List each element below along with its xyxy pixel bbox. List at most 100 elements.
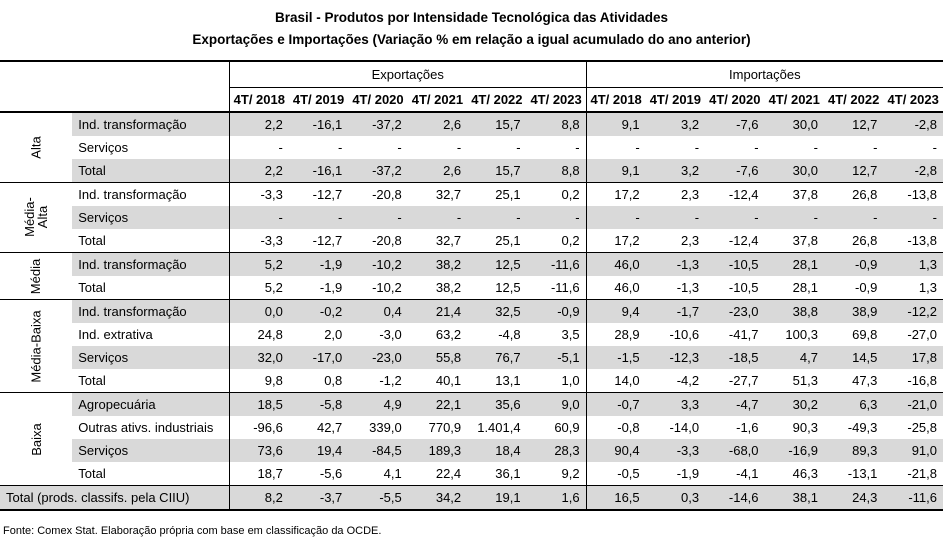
import-value-cell: -1,3 <box>676 280 700 295</box>
import-value-cell: -68,0 <box>705 439 765 462</box>
import-value-cell: 89,3 <box>823 439 884 462</box>
import-value-cell: -25,8 <box>907 420 937 435</box>
export-value-cell: -23,0 <box>348 346 408 369</box>
import-value-cell: - <box>585 136 646 159</box>
import-value-cell: -16,8 <box>907 373 937 388</box>
import-value-cell: 30,0 <box>764 159 824 183</box>
imports-header: Importações <box>585 60 943 88</box>
table-row: Ind. extrativa 24,8 2,0 -3,0 63,2 -4,8 3,5 28,9… <box>0 323 943 346</box>
import-value-cell: -12,4 <box>705 182 765 206</box>
export-value-cell: -11,6 <box>550 280 580 295</box>
year-header: 4T/ 2020 <box>705 87 765 113</box>
export-value-cell: 60,9 <box>554 420 580 435</box>
import-value-cell: -10,6 <box>669 327 700 342</box>
row-label: Total <box>78 466 106 481</box>
import-value-cell: 3,3 <box>645 392 706 416</box>
import-value-cell: -12,4 <box>728 233 759 248</box>
year-header: 4T/ 2018 <box>585 87 646 113</box>
import-value-cell: -1,3 <box>645 252 706 276</box>
year-header: 4T/ 2022 <box>823 87 884 113</box>
table-row: Baixa Agropecuária 18,5 -5,8 4,9 22,1 35,6 9,0-… <box>0 392 943 486</box>
row-label: Agropecuária <box>72 392 230 416</box>
import-value-cell: - <box>813 140 818 155</box>
import-value-cell: 1,3 <box>918 280 937 295</box>
table-row: Serviços - - - - - - - - - - - - <box>0 206 943 229</box>
export-value-cell: -3,0 <box>379 327 402 342</box>
export-value-cell: 38,2 <box>407 252 468 276</box>
import-value-cell: 14,5 <box>823 346 884 369</box>
import-value-cell: 0,3 <box>645 485 706 511</box>
group-label-text: Média-Alta <box>22 197 51 237</box>
import-value-cell: 91,0 <box>883 439 943 462</box>
export-value-cell: 2,2 <box>228 112 289 136</box>
export-value-cell: 63,2 <box>435 327 462 342</box>
export-value-cell: 1,6 <box>526 485 587 511</box>
import-value-cell: 17,2 <box>585 182 646 206</box>
group-label: Média-Baixa <box>0 299 73 393</box>
export-value-cell: -10,2 <box>348 252 408 276</box>
group-label: Média-Alta <box>0 182 73 253</box>
export-value-cell: 21,4 <box>407 299 468 323</box>
import-value-cell: 17,8 <box>883 346 943 369</box>
export-value-cell: -3,3 <box>228 229 289 253</box>
import-value-cell: - <box>764 206 824 229</box>
import-value-cell: 28,1 <box>792 280 818 295</box>
export-value-cell: 22,4 <box>435 466 462 481</box>
row-label: Serviços <box>72 206 230 229</box>
import-value-cell: - <box>694 140 700 155</box>
group-label: Média <box>0 252 73 300</box>
import-value-cell: 2,3 <box>681 233 700 248</box>
table-row: Média-Alta Ind. transformação -3,3 -12,7 -20… <box>0 182 943 253</box>
import-value-cell: - <box>932 140 937 155</box>
group-label-text: Média <box>28 258 44 294</box>
export-value-cell: -5,6 <box>319 466 343 481</box>
import-value-cell: 37,8 <box>792 233 818 248</box>
import-value-cell: 46,3 <box>792 466 818 481</box>
import-value-cell: -49,3 <box>847 420 878 435</box>
export-value-cell: -37,2 <box>348 112 408 136</box>
table-title: Brasil - Produtos por Intensidade Tecnol… <box>274 10 669 25</box>
export-value-cell: 0,2 <box>526 182 587 206</box>
export-value-cell: 9,2 <box>561 466 580 481</box>
import-value-cell: -21,0 <box>883 392 943 416</box>
table-row: Total -3,3 -12,7 -20,8 32,7 25,1 0,2 17,2 2,3 -12… <box>0 229 943 253</box>
export-value-cell: 35,6 <box>467 392 527 416</box>
table-row: Média-Baixa Ind. transformação 0,0 -0,2 0,4 2… <box>0 299 943 393</box>
import-value-cell: -2,8 <box>883 159 943 183</box>
row-label: Total <box>72 159 230 183</box>
export-value-cell: 38,2 <box>435 280 462 295</box>
year-header: 4T/ 2022 <box>467 87 527 113</box>
export-value-cell: - <box>526 206 587 229</box>
import-value-cell: 24,3 <box>823 485 884 511</box>
import-value-cell: -14,0 <box>669 420 700 435</box>
table-row: Serviços 32,0 -17,0 -23,0 55,8 76,7 -5,1 -1,5 -1… <box>0 346 943 369</box>
export-value-cell: -5,8 <box>288 392 349 416</box>
export-value-cell: -84,5 <box>348 439 408 462</box>
group-label: Alta <box>0 112 72 183</box>
export-value-cell: -3,3 <box>228 182 289 206</box>
row-label: Ind. extrativa <box>78 327 153 342</box>
export-value-cell: 1.401,4 <box>477 420 521 435</box>
row-label: Ind. transformação <box>72 299 230 323</box>
group-label-text: Média-Baixa <box>28 309 44 383</box>
export-value-cell: - <box>348 206 408 229</box>
row-label: Ind. transformação <box>72 112 230 136</box>
row-label: Ind. transformação <box>72 182 230 206</box>
export-value-cell: 9,8 <box>228 369 289 393</box>
import-value-cell: -1,7 <box>645 299 706 323</box>
export-value-cell: -5,5 <box>348 485 408 511</box>
import-value-cell: 38,1 <box>764 485 824 511</box>
export-value-cell: 8,2 <box>228 485 289 511</box>
export-value-cell: -12,7 <box>288 182 349 206</box>
import-value-cell: 47,3 <box>852 373 878 388</box>
export-value-cell: -16,1 <box>288 159 349 183</box>
export-value-cell: 42,7 <box>316 420 343 435</box>
export-value-cell: 5,2 <box>228 252 289 276</box>
group-label-text: Baixa <box>28 422 44 456</box>
grand-total-label: Total (prods. classifs. pela CIIU) <box>0 485 230 511</box>
import-value-cell: - <box>754 140 759 155</box>
table-row: Total 5,2 -1,9 -10,2 38,2 12,5 -11,6 46,0 -1,3 -1… <box>0 276 943 300</box>
export-value-cell: 18,4 <box>467 439 527 462</box>
export-value-cell: 32,7 <box>407 182 468 206</box>
import-value-cell: -4,7 <box>705 392 765 416</box>
